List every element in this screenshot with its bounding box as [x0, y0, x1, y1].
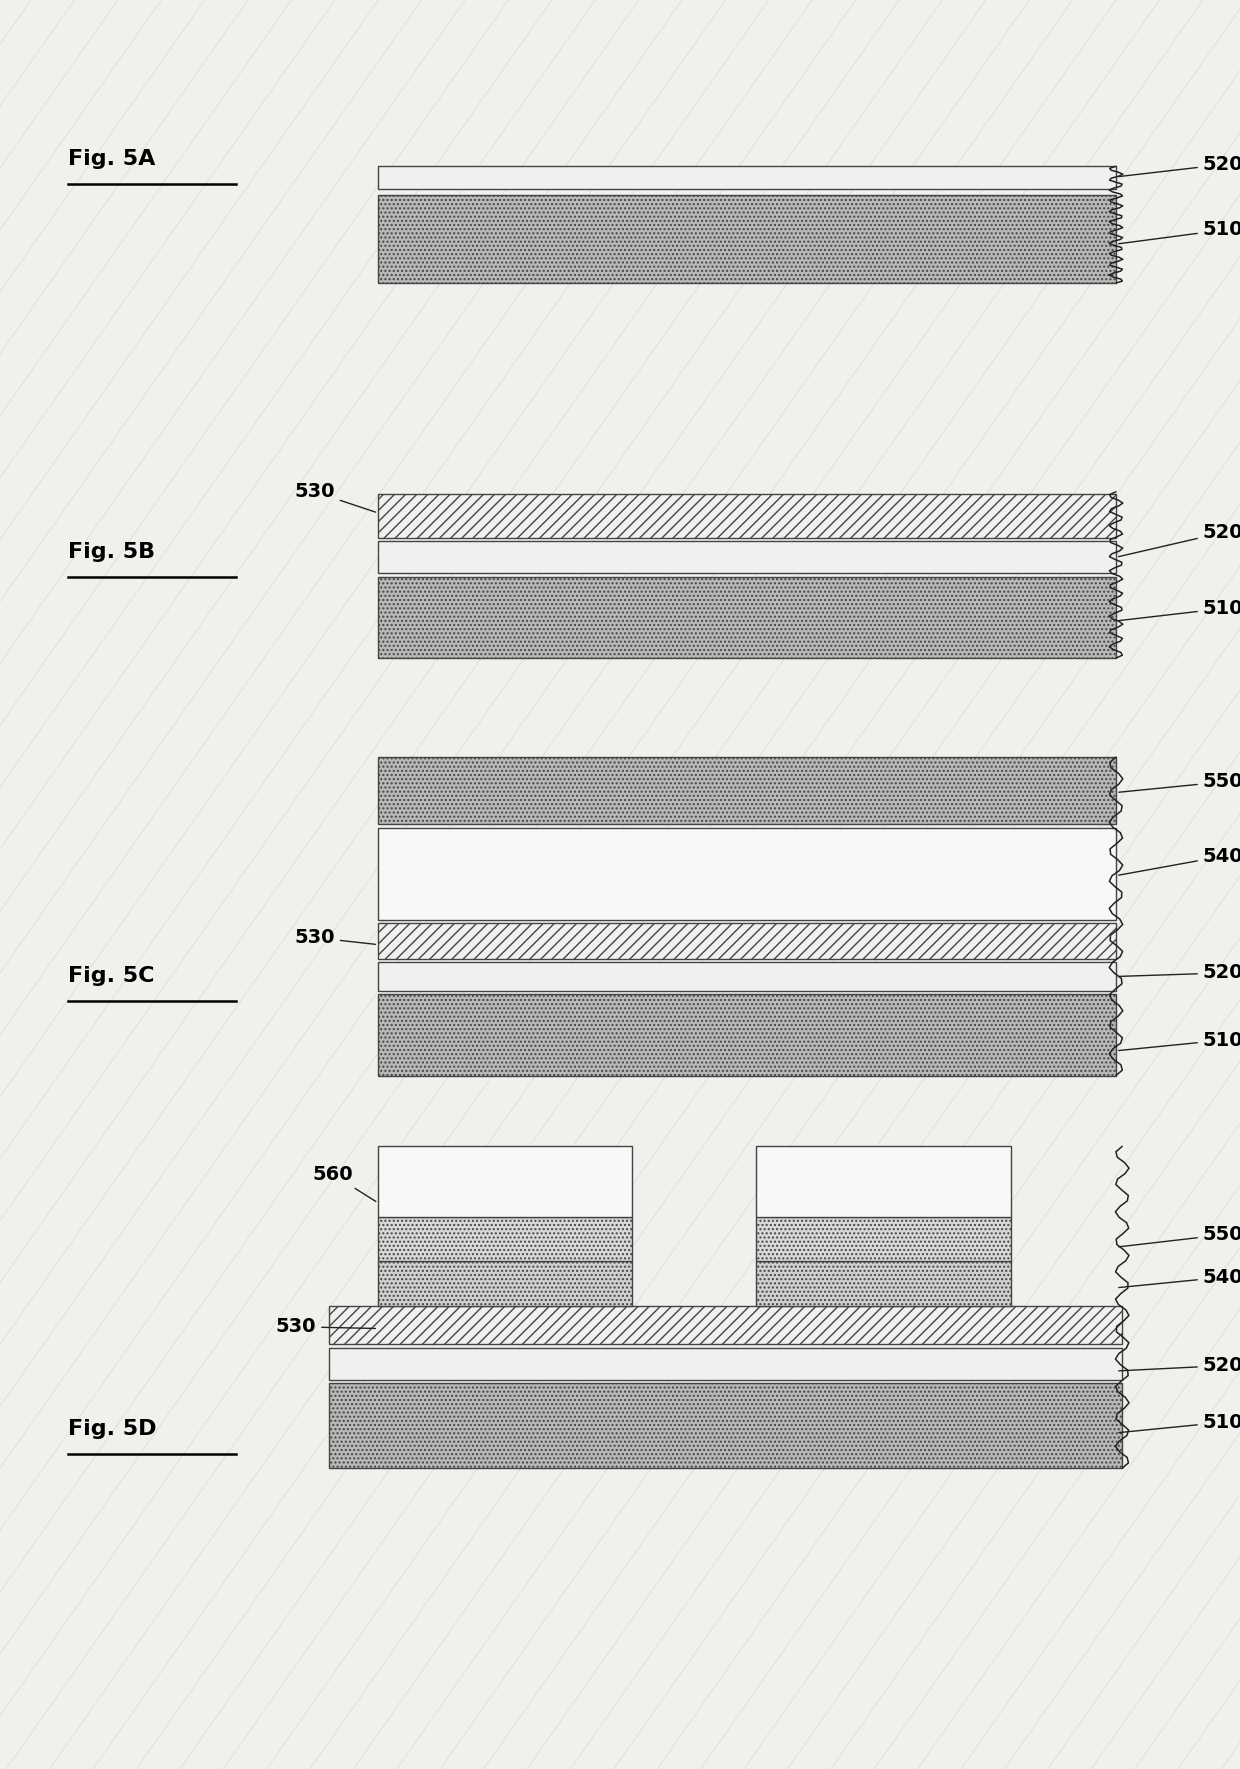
Bar [378, 962, 1116, 991]
Bar [756, 1146, 1011, 1217]
Bar [756, 1217, 1011, 1261]
Bar [378, 757, 1116, 824]
Bar [378, 828, 1116, 920]
Text: 540: 540 [1118, 1268, 1240, 1288]
Bar [756, 1261, 1011, 1306]
Bar [378, 195, 1116, 283]
Bar [329, 1383, 1122, 1468]
Bar [378, 994, 1116, 1076]
Text: 510: 510 [1118, 600, 1240, 621]
Bar [378, 1261, 632, 1306]
Bar [378, 1146, 632, 1217]
Bar [378, 923, 1116, 959]
Bar [378, 494, 1116, 538]
Bar [329, 1348, 1122, 1380]
Text: 530: 530 [275, 1318, 376, 1336]
Text: 530: 530 [294, 483, 376, 513]
Text: 550: 550 [1118, 1226, 1240, 1247]
Bar [378, 994, 1116, 1076]
Bar [378, 577, 1116, 658]
Bar [378, 1217, 632, 1261]
Text: 520: 520 [1118, 1357, 1240, 1375]
Bar [329, 1383, 1122, 1468]
Text: Fig. 5A: Fig. 5A [68, 149, 155, 170]
Bar [329, 1306, 1122, 1344]
Bar [329, 1306, 1122, 1344]
Bar [378, 923, 1116, 959]
Bar [378, 166, 1116, 189]
Text: Fig. 5B: Fig. 5B [68, 541, 155, 563]
Bar [756, 1217, 1011, 1261]
Bar [756, 1261, 1011, 1306]
Text: 520: 520 [1118, 964, 1240, 982]
Bar [378, 541, 1116, 573]
Bar [378, 1261, 632, 1306]
Text: 530: 530 [294, 929, 376, 946]
Text: 510: 510 [1118, 1413, 1240, 1433]
Text: Fig. 5D: Fig. 5D [68, 1419, 156, 1440]
Text: 560: 560 [312, 1166, 376, 1201]
Text: Fig. 5C: Fig. 5C [68, 966, 155, 987]
Bar [378, 757, 1116, 824]
Bar [378, 577, 1116, 658]
Text: 520: 520 [1118, 524, 1240, 557]
Bar [378, 494, 1116, 538]
Text: 540: 540 [1118, 847, 1240, 876]
Text: 550: 550 [1118, 773, 1240, 793]
Bar [378, 1217, 632, 1261]
Text: 510: 510 [1118, 1031, 1240, 1051]
Bar [378, 195, 1116, 283]
Text: 510: 510 [1118, 221, 1240, 244]
Text: 520: 520 [1118, 156, 1240, 177]
